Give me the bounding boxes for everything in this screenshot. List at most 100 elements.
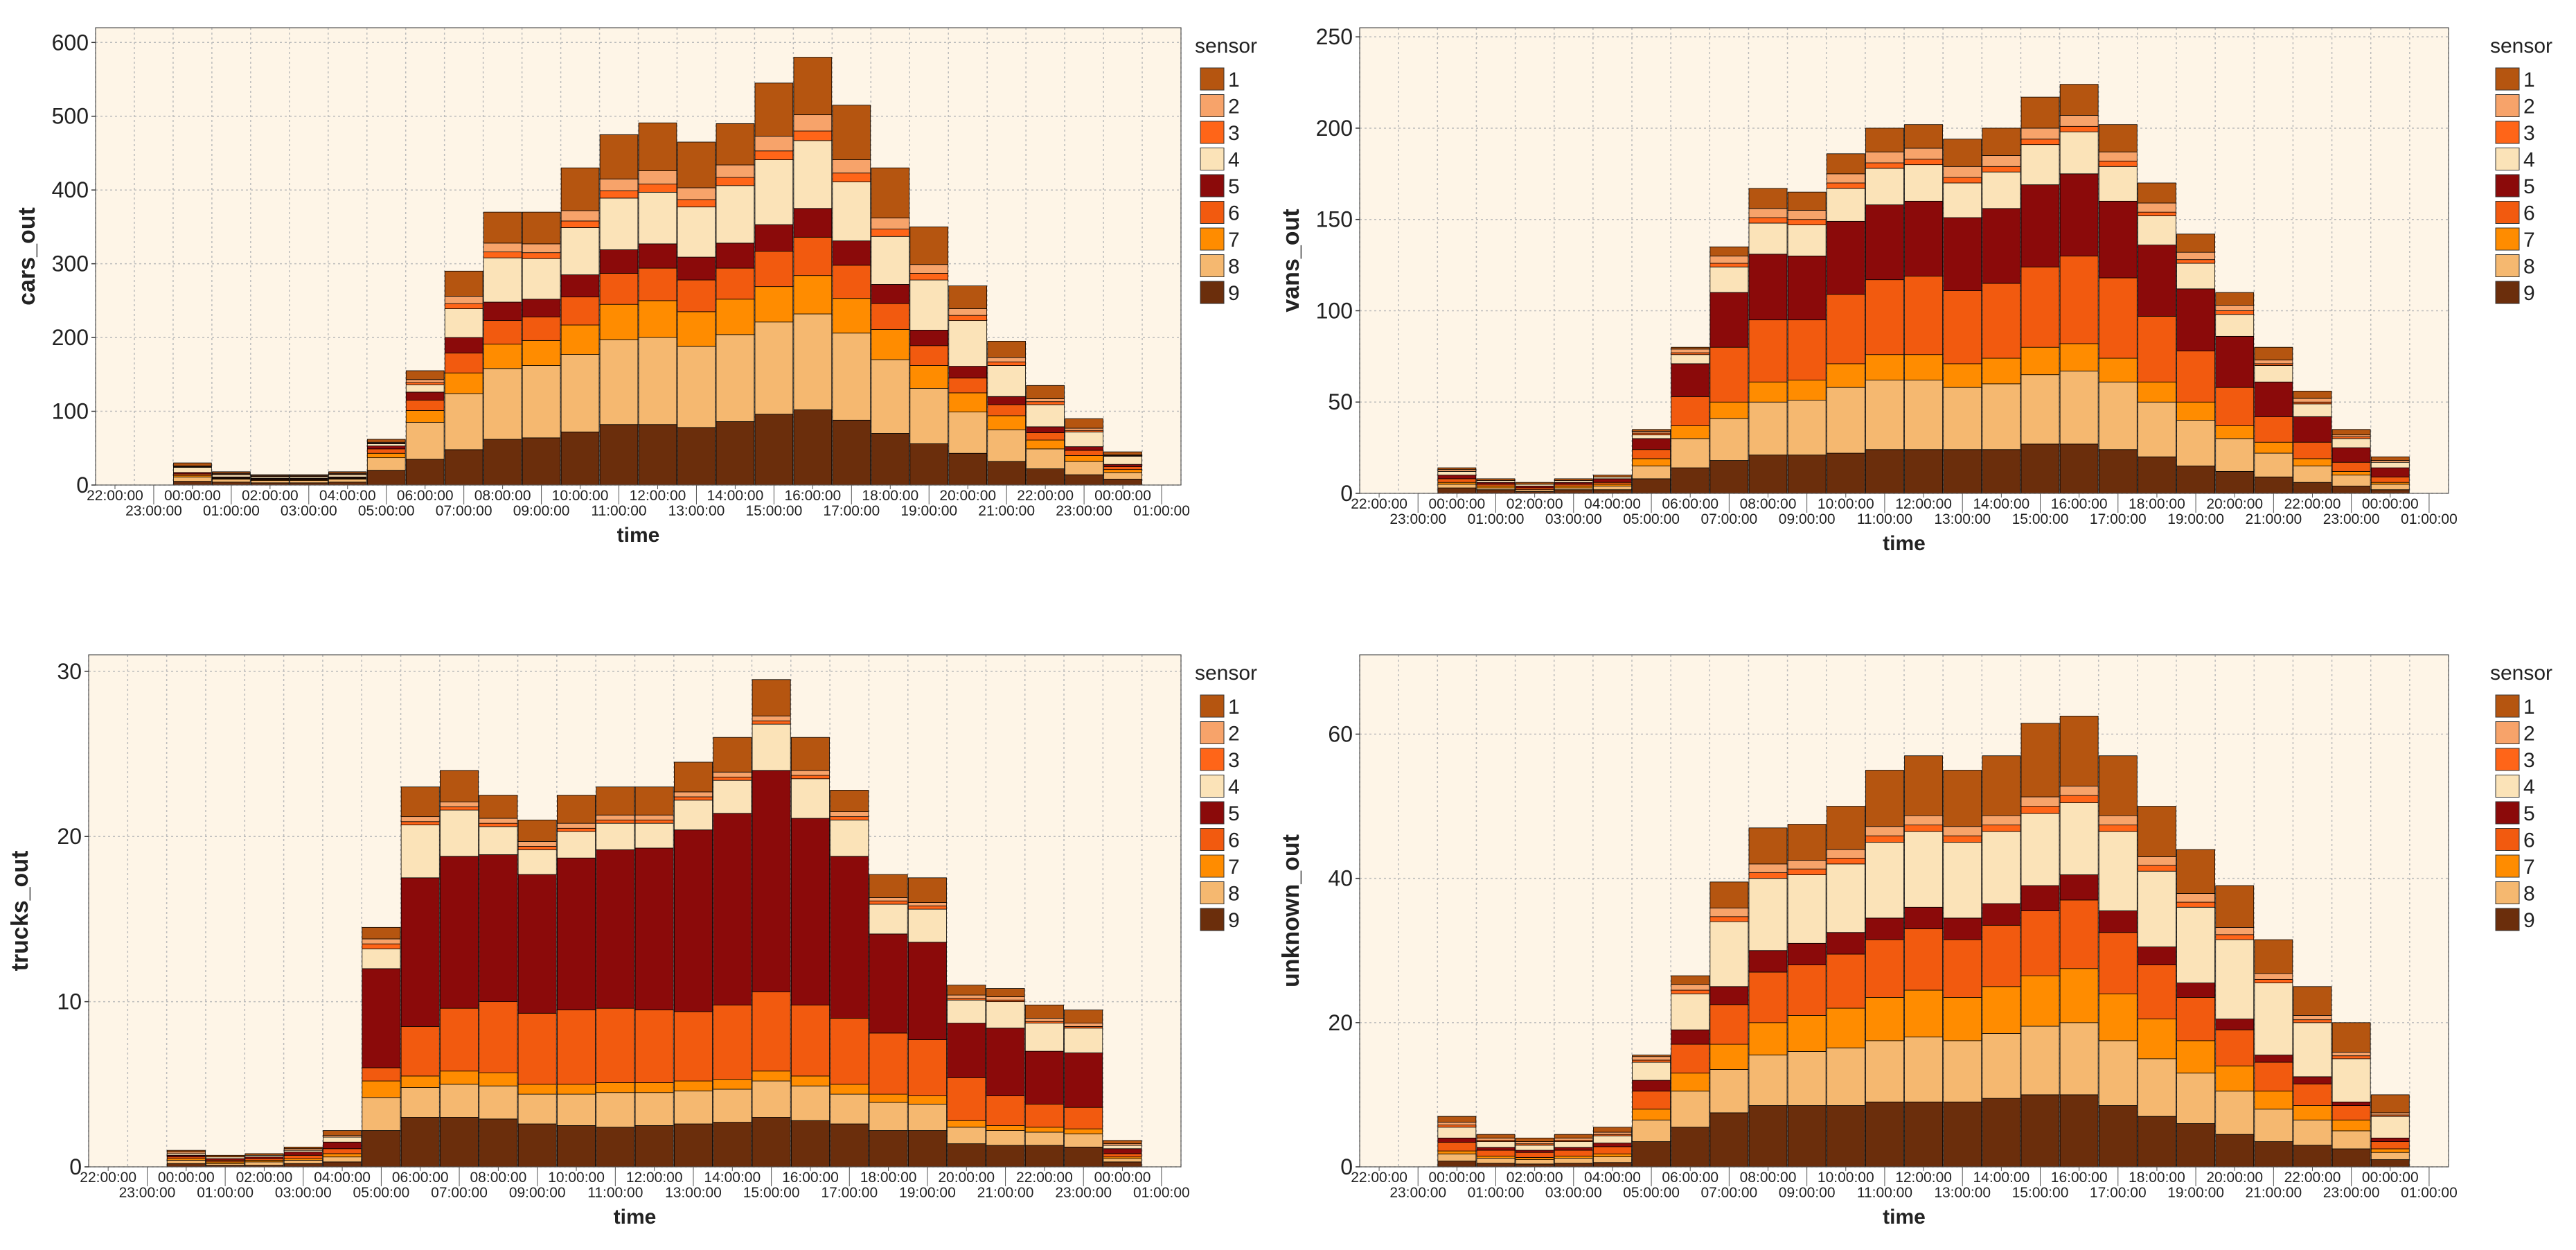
bar-segment-sensor-8 (1024, 1132, 1064, 1146)
bar-segment-sensor-6 (869, 1032, 908, 1095)
bar-segment-sensor-8 (2215, 438, 2255, 472)
bar-cars_out-24 (1103, 451, 1142, 486)
bar-segment-sensor-2 (1709, 256, 1749, 264)
bar-segment-sensor-7 (830, 1084, 869, 1095)
legend-label: 1 (2523, 69, 2535, 91)
bar-segment-sensor-8 (1826, 1047, 1865, 1106)
bar-segment-sensor-8 (328, 479, 367, 483)
bar-segment-sensor-6 (1632, 449, 1671, 459)
bar-segment-sensor-8 (793, 313, 833, 410)
x-tick-label: 00:00:00 (164, 488, 221, 504)
bar-segment-sensor-1 (869, 874, 908, 898)
legend-label: 8 (1228, 256, 1240, 279)
x-tick-label: 01:00:00 (1468, 1185, 1525, 1201)
bar-segment-sensor-9 (2331, 1148, 2371, 1168)
bar-segment-sensor-6 (638, 267, 677, 301)
bar-segment-sensor-4 (1787, 225, 1827, 256)
bar-segment-sensor-5 (2215, 335, 2255, 388)
bar-segment-sensor-5 (832, 240, 871, 266)
bar-segment-sensor-8 (2020, 374, 2060, 445)
bar-segment-sensor-4 (599, 197, 639, 250)
bar-segment-sensor-2 (596, 814, 635, 820)
x-tick-label: 00:00:00 (158, 1170, 215, 1186)
bar-segment-sensor-4 (323, 1136, 362, 1143)
bar-segment-sensor-9 (1671, 467, 1710, 494)
bar-segment-sensor-6 (599, 273, 639, 305)
legend-swatch-sensor-9 (2495, 281, 2520, 304)
bar-segment-sensor-1 (2059, 84, 2099, 116)
bar-segment-sensor-6 (713, 1004, 752, 1080)
bar-segment-sensor-9 (1904, 449, 1943, 494)
bar-segment-sensor-4 (557, 831, 596, 859)
bar-segment-sensor-1 (2176, 849, 2215, 894)
bar-segment-sensor-7 (673, 1080, 713, 1091)
legend-swatch-sensor-1 (1200, 67, 1225, 91)
y-tick-label: 0 (69, 1154, 82, 1179)
x-tick-label: 22:00:00 (1351, 1170, 1407, 1186)
bar-segment-sensor-5 (2293, 1076, 2332, 1084)
bar-segment-sensor-2 (2138, 202, 2176, 213)
bar-vans_out-2 (1515, 482, 1554, 494)
bar-segment-sensor-7 (2331, 1119, 2371, 1132)
bar-segment-sensor-6 (673, 1011, 713, 1082)
x-tick-label: 00:00:00 (1428, 496, 1485, 512)
bar-segment-sensor-6 (2370, 1141, 2410, 1150)
x-tick-label: 07:00:00 (1700, 511, 1757, 527)
bar-segment-sensor-7 (444, 372, 483, 394)
bar-segment-sensor-4 (716, 185, 755, 244)
bar-segment-sensor-1 (793, 57, 833, 116)
bar-vans_out-21 (2254, 346, 2293, 494)
bar-unknown_out-7 (1709, 881, 1749, 1168)
bar-segment-sensor-3 (557, 827, 596, 832)
bar-segment-sensor-4 (793, 140, 833, 209)
x-axis-title: time (1883, 532, 1926, 555)
x-tick-label: 22:00:00 (1016, 1170, 1073, 1186)
bar-segment-sensor-6 (1787, 965, 1827, 1016)
bar-cars_out-14 (716, 123, 755, 486)
bar-segment-sensor-1 (366, 439, 406, 443)
bar-segment-sensor-1 (2138, 182, 2176, 204)
bar-segment-sensor-4 (2176, 263, 2215, 290)
legend-swatch-sensor-5 (1200, 174, 1225, 197)
legend-swatch-sensor-6 (2495, 201, 2520, 224)
bar-segment-sensor-4 (1065, 431, 1103, 448)
bar-segment-sensor-6 (2215, 387, 2255, 426)
bar-segment-sensor-6 (909, 345, 949, 366)
y-tick-label: 200 (52, 325, 89, 350)
legend-swatch-sensor-6 (2495, 828, 2520, 851)
bar-unknown_out-4 (1593, 1127, 1632, 1168)
bar-segment-sensor-9 (2059, 443, 2099, 494)
bar-segment-sensor-3 (1865, 162, 1904, 169)
bar-segment-sensor-1 (2254, 346, 2293, 361)
x-tick-label: 06:00:00 (1662, 496, 1718, 512)
bar-segment-sensor-6 (1024, 1104, 1064, 1128)
bar-segment-sensor-6 (400, 1025, 440, 1077)
bar-segment-sensor-3 (638, 184, 677, 193)
bar-segment-sensor-1 (1709, 881, 1749, 908)
bar-segment-sensor-3 (444, 303, 483, 309)
bar-segment-sensor-5 (1982, 208, 2021, 284)
bar-segment-sensor-7 (2176, 1040, 2215, 1074)
bar-segment-sensor-8 (1982, 1033, 2021, 1099)
bar-segment-sensor-5 (1709, 292, 1749, 348)
x-tick-label: 06:00:00 (397, 488, 454, 504)
bar-segment-sensor-6 (2020, 266, 2060, 348)
bar-segment-sensor-7 (400, 1075, 440, 1088)
bar-segment-sensor-6 (1943, 939, 1982, 998)
bar-segment-sensor-6 (362, 1067, 401, 1082)
bar-segment-sensor-3 (793, 130, 833, 141)
x-tick-label: 07:00:00 (436, 503, 492, 519)
bar-segment-sensor-4 (2098, 166, 2138, 202)
legend-label: 2 (2523, 723, 2535, 746)
bar-segment-sensor-9 (1943, 449, 1982, 494)
y-tick-label: 60 (1328, 721, 1353, 746)
bar-segment-sensor-5 (1671, 363, 1710, 397)
bar-segment-sensor-1 (1065, 418, 1103, 429)
bar-segment-sensor-1 (483, 211, 522, 244)
legend-label: 6 (1228, 829, 1240, 852)
bar-segment-sensor-8 (483, 368, 522, 440)
x-tick-label: 22:00:00 (1017, 488, 1074, 504)
bar-segment-sensor-1 (596, 786, 635, 816)
bar-segment-sensor-6 (1515, 1152, 1554, 1158)
x-tick-label: 20:00:00 (2206, 1170, 2263, 1186)
